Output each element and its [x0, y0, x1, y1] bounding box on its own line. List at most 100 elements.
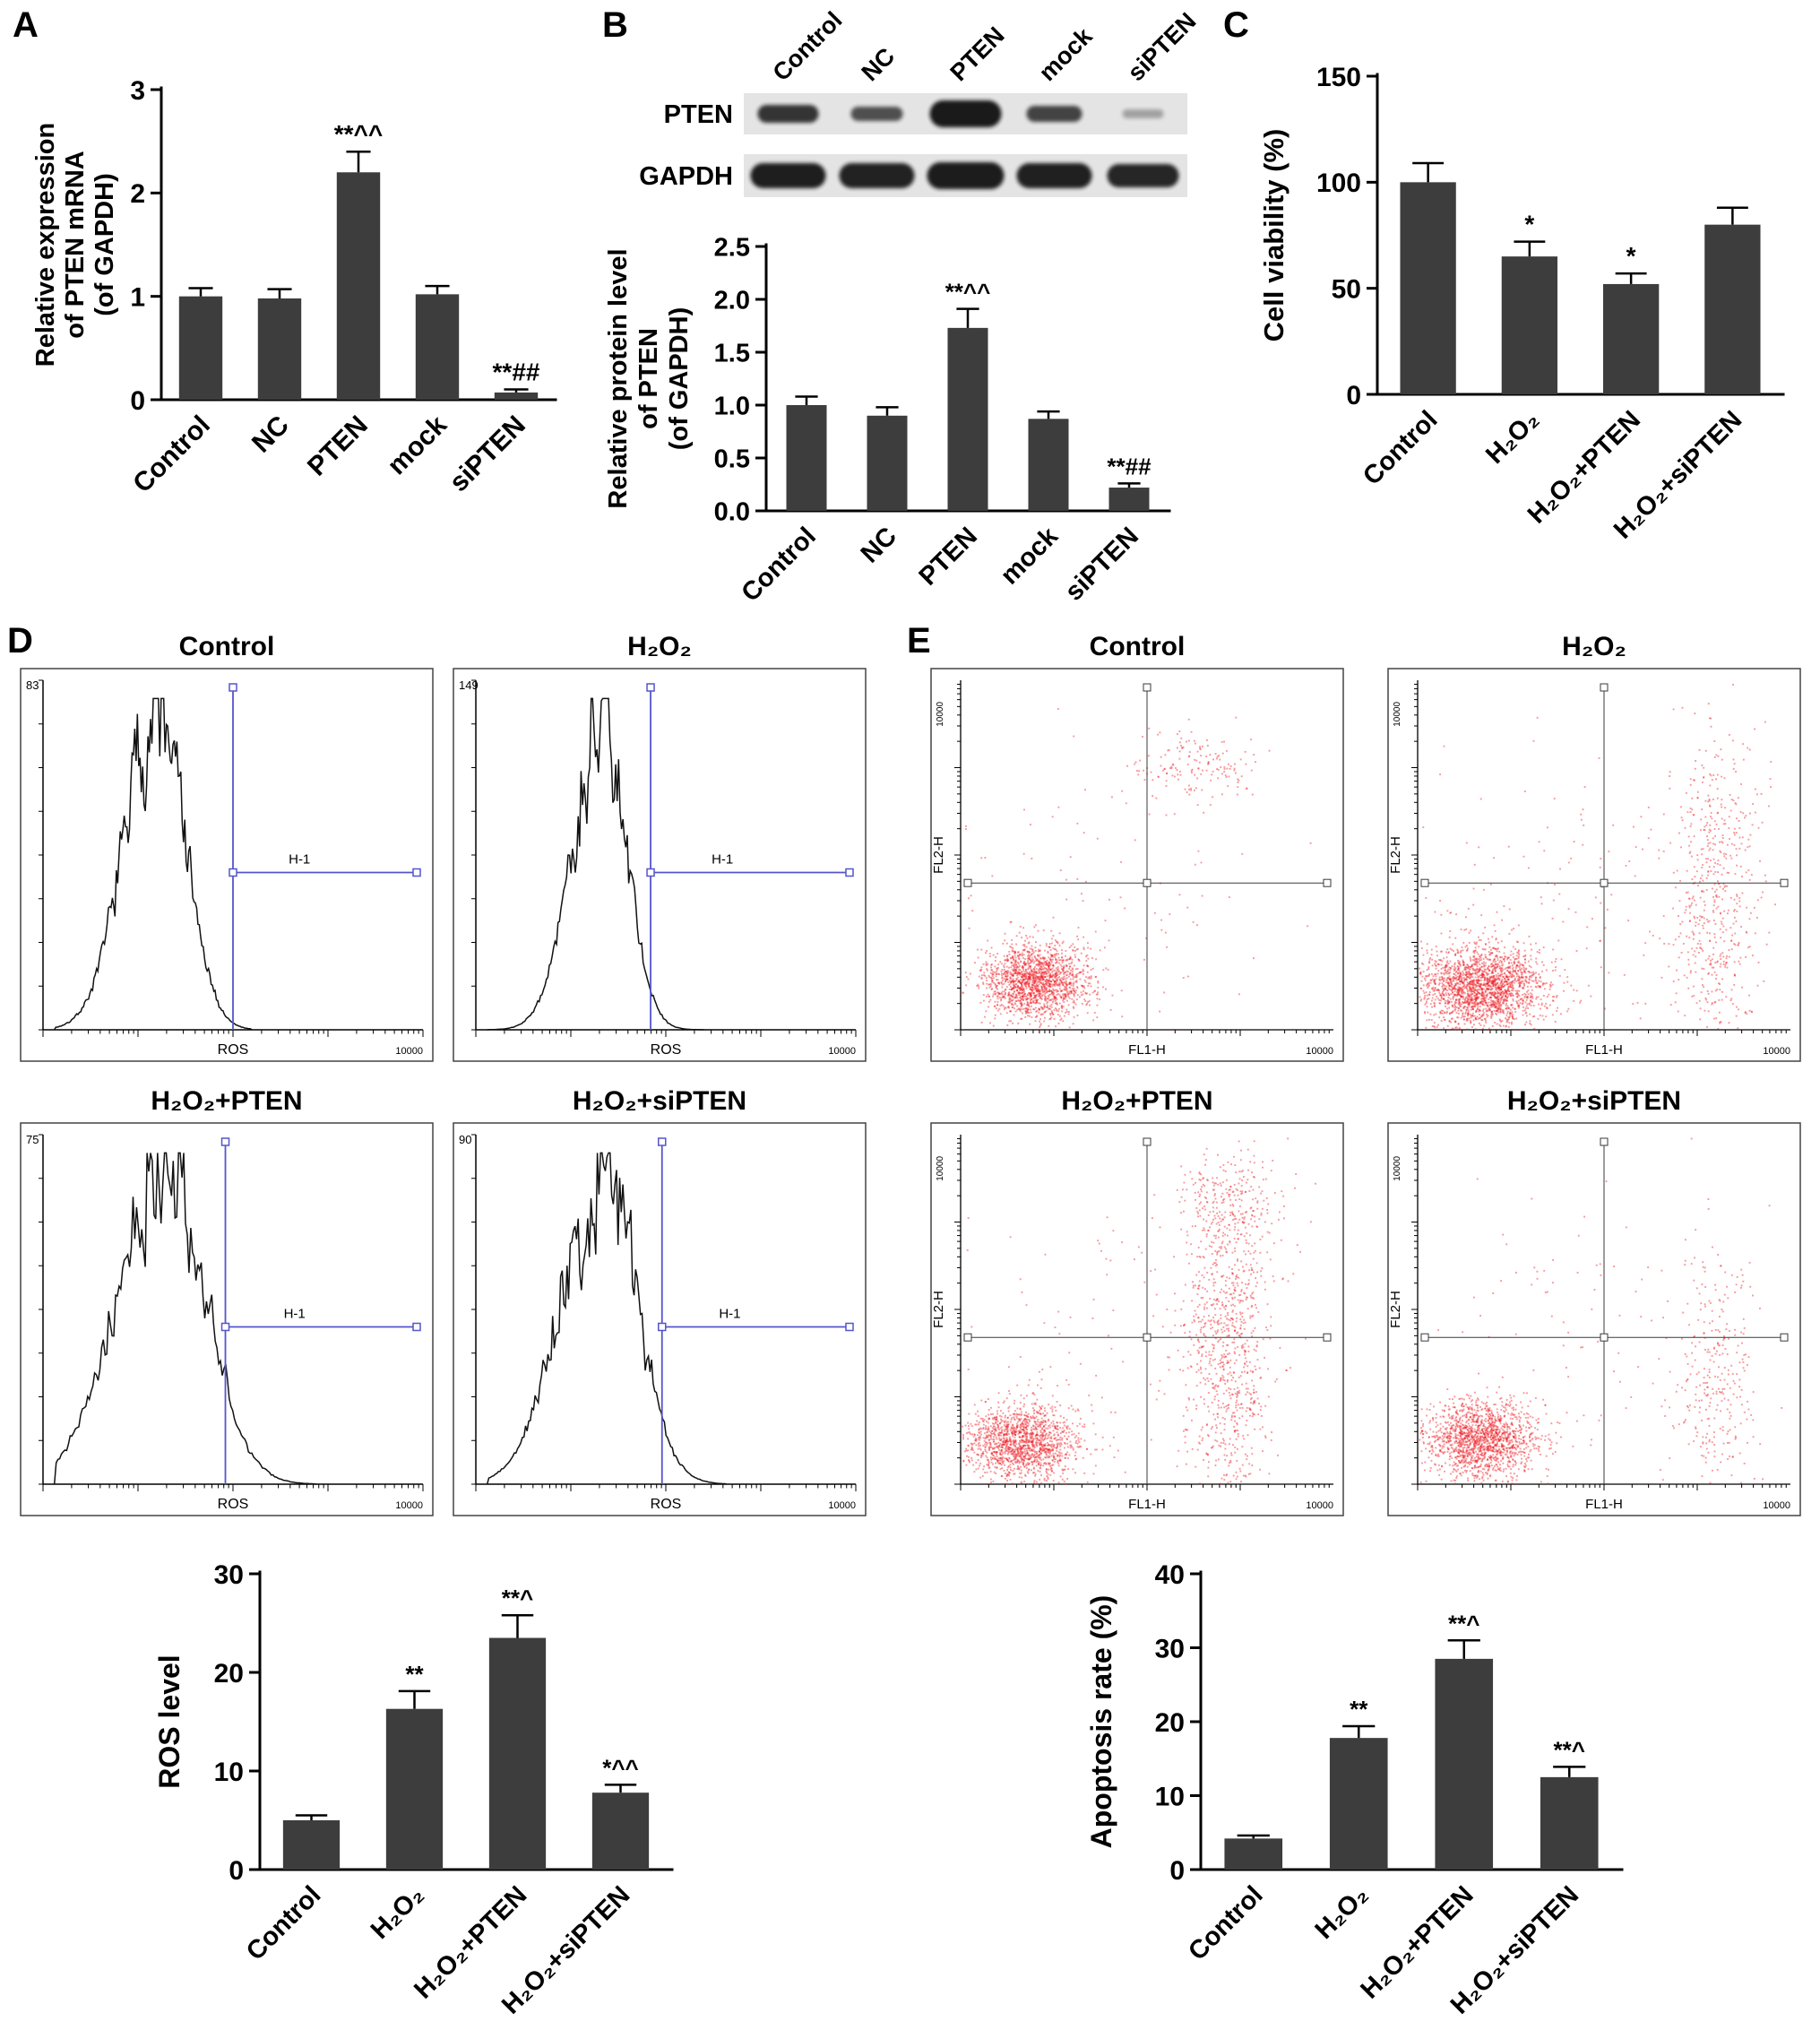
- gate-handle[interactable]: [658, 1322, 667, 1332]
- scatter-canvas: [1387, 1122, 1801, 1516]
- significance-annotation: **: [1350, 1696, 1368, 1723]
- flow-title: H₂O₂: [627, 632, 692, 661]
- bar: [488, 1637, 547, 1870]
- y-tick-label: 2.5: [714, 233, 750, 262]
- bar-chart-svg: 0 10 20 30 40 Apoptosis rate (%) Control ** H₂O₂…: [1085, 1560, 1624, 2020]
- scatter-canvas: [930, 1122, 1344, 1516]
- gate-label: H-1: [719, 1307, 740, 1322]
- bar-chart-svg: 0 50 100 150 Cell viability (%) Control * H₂O₂ *…: [1258, 63, 1785, 545]
- bar: [336, 172, 381, 400]
- protein-band: [1016, 163, 1092, 188]
- panel-a-letter: A: [13, 5, 39, 45]
- bar-chart-svg: 0.0 0.5 1.0 1.5 2.0 2.5 Relative protein level…: [604, 233, 1171, 608]
- bar: [1028, 419, 1069, 511]
- apoptosis-scatter-panel-h2o2-sipten: H₂O₂+siPTEN: [1387, 1086, 1801, 1516]
- lane-label: PTEN: [945, 22, 1010, 86]
- ros-histogram-plot: 149 H-1 ROS 10000: [453, 668, 867, 1062]
- bar: [947, 327, 988, 511]
- gate-handle[interactable]: [646, 683, 655, 692]
- gate-handle[interactable]: [646, 868, 655, 877]
- flow-title: Control: [1089, 632, 1186, 661]
- y-tick-label: 20: [1155, 1708, 1185, 1738]
- gate-handle[interactable]: [220, 1137, 230, 1146]
- flow-title: H₂O₂+siPTEN: [572, 1086, 747, 1116]
- panel-e-letter: E: [907, 621, 931, 661]
- ros-histogram-plot: 90 H-1 ROS 10000: [453, 1122, 867, 1516]
- y-axis-label: Relative expression: [31, 123, 60, 367]
- x-axis-label: ROS: [651, 1497, 682, 1512]
- y-tick-label: 1: [130, 282, 145, 312]
- y-tick-label: 20: [214, 1659, 244, 1689]
- protein-band: [757, 105, 819, 123]
- x-max-label: 10000: [395, 1500, 423, 1511]
- plot-frame: [20, 668, 434, 1062]
- category-label: PTEN: [914, 522, 983, 591]
- y-axis-label: (of GAPDH): [91, 173, 119, 315]
- gate-handle[interactable]: [845, 868, 854, 877]
- bar: [385, 1708, 444, 1870]
- x-axis-label: ROS: [218, 1497, 249, 1512]
- gate-handle[interactable]: [229, 683, 237, 692]
- significance-annotation: **^: [502, 1585, 533, 1611]
- cell-viability-bar-chart: 0 50 100 150 Cell viability (%) Control * H₂O₂ *…: [1247, 27, 1810, 569]
- gate-handle[interactable]: [412, 868, 421, 877]
- gate-handle[interactable]: [220, 1322, 230, 1332]
- scatter-canvas: [1387, 668, 1801, 1062]
- x-axis-label: ROS: [218, 1042, 249, 1058]
- y-tick-label: 0: [1169, 1856, 1185, 1886]
- bar: [282, 1820, 341, 1870]
- category-label: siPTEN: [1060, 522, 1144, 606]
- significance-annotation: **##: [1107, 453, 1152, 479]
- apoptosis-scatter-plot: [930, 668, 1344, 1062]
- gate-label: H-1: [289, 852, 310, 868]
- category-label: Control: [736, 522, 822, 608]
- y-max-count-label: 75: [26, 1133, 39, 1146]
- ros-histogram-panel-control: Control 83 H-1 ROS 10000: [20, 632, 434, 1062]
- significance-annotation: **##: [493, 358, 540, 385]
- category-label: H₂O₂: [366, 1880, 430, 1945]
- category-label: mock: [996, 522, 1065, 591]
- bar: [786, 405, 827, 511]
- significance-annotation: **^^: [945, 279, 991, 306]
- y-tick-label: 10: [214, 1758, 244, 1787]
- ros-histogram-panel-h2o2-pten: H₂O₂+PTEN 75 H-1 ROS 10000: [20, 1086, 434, 1516]
- gate-handle[interactable]: [658, 1137, 667, 1146]
- ros-histogram-plot: 83 H-1 ROS 10000: [20, 668, 434, 1062]
- y-max-count-label: 149: [459, 678, 479, 692]
- gate-handle[interactable]: [845, 1322, 854, 1332]
- significance-annotation: **^^: [334, 120, 384, 148]
- category-label: NC: [246, 410, 295, 459]
- significance-annotation: *: [1626, 242, 1636, 270]
- bar: [591, 1792, 650, 1870]
- protein-band: [839, 163, 915, 188]
- ros-level-bar-chart: 0 10 20 30 ROS level Control ** H₂O₂ **^ H₂O₂+PTE…: [134, 1538, 726, 2030]
- y-tick-label: 0.5: [714, 445, 750, 473]
- category-label: Control: [127, 410, 216, 499]
- blot-row-label: PTEN: [664, 100, 733, 129]
- panel-c-letter: C: [1223, 5, 1249, 45]
- flow-title: H₂O₂+PTEN: [1061, 1086, 1213, 1116]
- bar-chart-svg: 0 1 2 3 Relative expression of PTEN mRNA (of G…: [31, 76, 557, 499]
- y-tick-label: 3: [130, 76, 145, 106]
- protein-band: [1026, 106, 1083, 122]
- gate-handle[interactable]: [412, 1322, 421, 1332]
- apoptosis-scatter-plot: [930, 1122, 1344, 1516]
- y-tick-label: 2: [130, 179, 145, 209]
- y-tick-label: 30: [1155, 1634, 1185, 1663]
- category-label: siPTEN: [444, 410, 531, 498]
- category-label: Control: [1183, 1880, 1269, 1966]
- category-label: NC: [856, 522, 902, 568]
- protein-band: [1122, 109, 1164, 118]
- bar: [1501, 256, 1558, 394]
- protein-band: [927, 162, 1005, 189]
- western-blot: Control NC PTEN mock siPTEN PTEN GAPDH: [627, 6, 1202, 220]
- panel-b-letter: B: [602, 5, 628, 45]
- gate-handle[interactable]: [229, 868, 237, 877]
- flow-title: H₂O₂+siPTEN: [1506, 1086, 1682, 1116]
- significance-annotation: **^: [1448, 1610, 1479, 1637]
- histogram-curve: [54, 697, 253, 1031]
- y-tick-label: 0: [130, 386, 145, 416]
- scatter-canvas: [930, 668, 1344, 1062]
